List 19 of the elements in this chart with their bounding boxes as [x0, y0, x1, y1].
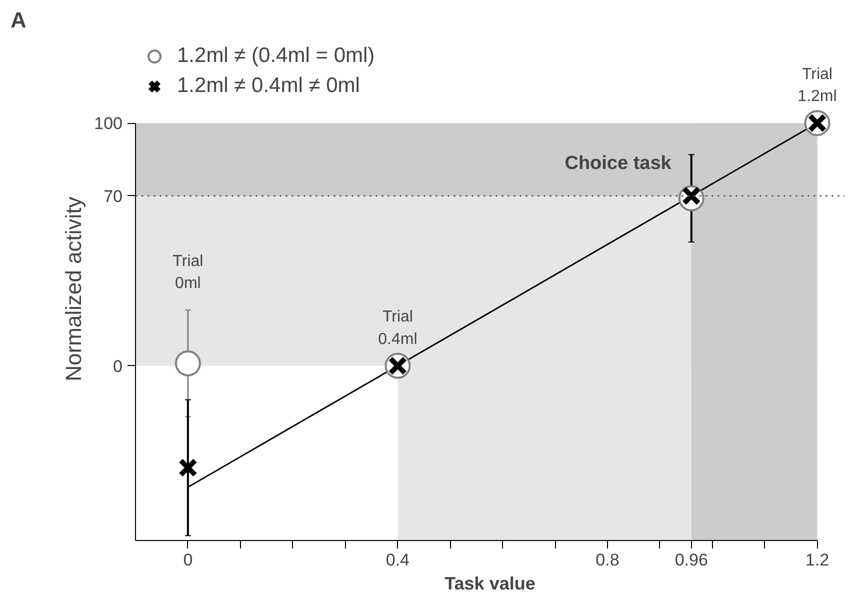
x-tick-label: 0.96: [674, 550, 708, 570]
point: [174, 350, 201, 376]
legend-label: 1.2ml ≠ 0.4ml ≠ 0ml: [177, 74, 360, 98]
y-tick-label: 0: [113, 356, 123, 376]
x-tick-label: 1.2: [805, 550, 830, 570]
point: [178, 458, 198, 478]
y-axis-title: Normalized activity: [61, 196, 86, 382]
y-tick-label: 100: [94, 114, 123, 134]
annotation: Choice task: [564, 152, 672, 174]
x-tick-label: 0: [183, 550, 193, 570]
chart-title: A: [10, 8, 26, 32]
annotation: Trial 0ml: [172, 252, 204, 292]
x-axis-title: Task value: [444, 574, 536, 594]
x-tick-label: 0.8: [596, 550, 620, 570]
legend-label: 1.2ml ≠ (0.4ml = 0ml): [177, 44, 375, 68]
x-tick-label: 0.4: [386, 550, 410, 570]
annotation: Trial 1.2ml: [798, 66, 837, 106]
y-tick-label: 70: [104, 186, 123, 206]
annotation: Trial 0.4ml: [378, 308, 418, 348]
